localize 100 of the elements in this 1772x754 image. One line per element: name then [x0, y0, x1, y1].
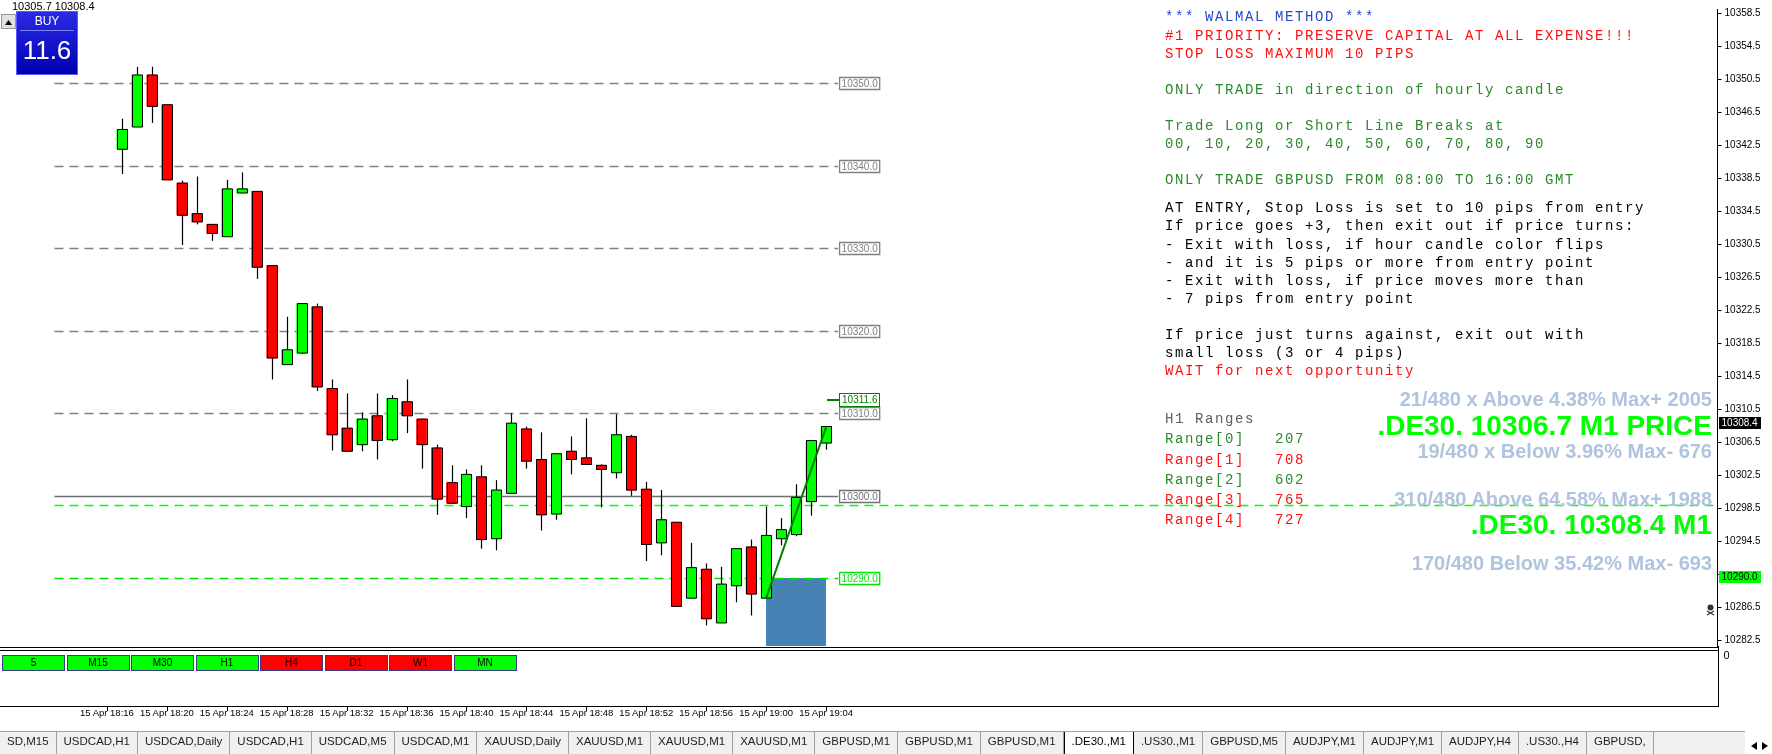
- y-tick-label: 10354.5: [1724, 39, 1762, 51]
- text: .US30.,M1: [1133, 732, 1204, 754]
- y-tick-label: 10322.5: [1724, 303, 1762, 315]
- y-tick-label: 10282.5: [1724, 633, 1762, 645]
- text: W1: [389, 655, 452, 671]
- annotation: 170/480 Below 35.42% Max- 693: [1411, 552, 1712, 574]
- ref-line-label: 10310.0: [841, 407, 879, 419]
- annotation: 10311.6: [839, 393, 881, 408]
- candlestick: [191, 175, 203, 225]
- annotation: - Exit with loss, if price moves more than: [1165, 272, 1586, 290]
- annotation: WAIT for next opportunity: [1165, 362, 1416, 380]
- annotation: - 7 pips from entry point: [1165, 290, 1416, 308]
- annotation: STOP LOSS MAXIMUM 10 PIPS: [1165, 45, 1416, 63]
- y-tick-label: 10342.5: [1724, 138, 1762, 150]
- x-tick-label: 15 Apr 18:28: [259, 707, 314, 719]
- y-tick-label: 10326.5: [1724, 270, 1762, 282]
- text: 0: [1723, 648, 1730, 663]
- annotation: ONLY TRADE in direction of hourly candle: [1165, 81, 1566, 99]
- y-tick-label: 10298.5: [1724, 501, 1762, 513]
- ref-line-label: 10300.0: [841, 490, 879, 502]
- x-tick-label: 15 Apr 18:36: [379, 707, 434, 719]
- annotation: small loss (3 or 4 pips): [1165, 344, 1406, 362]
- y-tick-label: 10302.5: [1724, 468, 1762, 480]
- text: USDCAD,M5: [311, 732, 395, 754]
- x-tick-label: 15 Apr 19:00: [739, 707, 794, 719]
- annotation: 00, 10, 20, 30, 40, 50, 60, 70, 80, 90: [1165, 135, 1546, 153]
- x-tick-label: 15 Apr 18:52: [619, 707, 674, 719]
- text: GBPUSD,M5: [1203, 732, 1286, 754]
- ref-line-label: 10290.0: [841, 572, 879, 584]
- annotation: 11.6: [21, 34, 73, 67]
- annotation: If price just turns against, exit out with: [1165, 326, 1586, 344]
- text: USDCAD,H1: [56, 732, 139, 754]
- annotation: Range[1] 708: [1165, 451, 1306, 469]
- annotation: 21/480 x Above 4.38% Max+ 2005: [1399, 388, 1712, 410]
- x-tick-label: 15 Apr 18:56: [679, 707, 734, 719]
- annotation: .DE30. 10308.4 M1: [1470, 509, 1712, 540]
- text: XAUUSD,M1: [651, 732, 734, 754]
- y-tick-label: 10310.5: [1724, 402, 1762, 414]
- text: D1: [324, 655, 388, 671]
- text: 10290.0: [1718, 571, 1761, 583]
- candlestick: [236, 171, 248, 194]
- y-tick-label: 10294.5: [1724, 534, 1762, 546]
- annotation: ONLY TRADE GBPUSD FROM 08:00 TO 16:00 GMT: [1165, 171, 1576, 189]
- ref-line-label: 10350.0: [841, 77, 879, 89]
- text: H4: [260, 655, 323, 671]
- text: GBPUSD,M1: [815, 732, 899, 754]
- text: MN: [453, 655, 517, 671]
- ref-line-label: 10330.0: [841, 242, 879, 254]
- annotation: BUY: [20, 12, 74, 31]
- x-tick-label: 15 Apr 18:20: [139, 707, 194, 719]
- text: AUDJPY,H4: [1442, 732, 1519, 754]
- text: USDCAD,M1: [394, 732, 478, 754]
- text: M30: [131, 655, 194, 671]
- text: GBPUSD,M1: [980, 732, 1064, 754]
- annotation: - Exit with loss, if hour candle color flips: [1165, 236, 1606, 254]
- x-tick-label: 15 Apr 19:04: [799, 707, 854, 719]
- annotation: Range[2] 602: [1165, 471, 1306, 489]
- text: USDCAD,H1: [230, 732, 312, 754]
- x-tick-label: 15 Apr 18:16: [79, 707, 134, 719]
- text: 10308.4: [1718, 417, 1761, 429]
- y-tick-label: 10318.5: [1724, 336, 1762, 348]
- text: GBPUSD,: [1586, 732, 1654, 754]
- y-tick-label: 10350.5: [1724, 72, 1762, 84]
- annotation: Trade Long or Short Line Breaks at: [1165, 117, 1506, 135]
- candlestick: [566, 435, 577, 475]
- annotation: *** WALMAL METHOD ***: [1165, 8, 1376, 26]
- annotation: H1 Ranges: [1165, 410, 1256, 428]
- text: USDCAD,Daily: [138, 732, 231, 754]
- y-tick-label: 10306.5: [1724, 435, 1762, 447]
- text: AUDJPY,M1: [1285, 732, 1365, 754]
- text: SD,M15: [0, 732, 57, 754]
- y-tick-label: 10358.5: [1724, 6, 1762, 18]
- candlestick: [581, 417, 592, 466]
- candlestick: [596, 463, 607, 508]
- candlestick: [775, 517, 787, 546]
- text: H1: [195, 655, 259, 671]
- ref-line-label: 10320.0: [841, 325, 879, 337]
- text: M15: [66, 655, 130, 671]
- annotation: 10305.7 10308.4: [12, 0, 95, 14]
- annotation: AT ENTRY, Stop Loss is set to 10 pips from entry: [1165, 199, 1646, 217]
- text: 5: [2, 655, 65, 671]
- y-tick-label: 10286.5: [1724, 600, 1762, 612]
- annotation: #1 PRIORITY: PRESERVE CAPITAL AT ALL EXPENSE!!!: [1165, 27, 1636, 45]
- x-tick-label: 15 Apr 18:24: [199, 707, 254, 719]
- annotation: If price goes +3, then exit out if price turns:: [1165, 217, 1636, 235]
- y-tick-label: 10334.5: [1724, 204, 1762, 216]
- ref-line-label: 10340.0: [841, 160, 879, 172]
- annotation: - and it is 5 pips or more from entry point: [1165, 254, 1596, 272]
- y-tick-label: 10338.5: [1724, 171, 1762, 183]
- x-tick-label: 15 Apr 18:48: [559, 707, 614, 719]
- x-tick-label: 15 Apr 18:32: [319, 707, 374, 719]
- annotation: Range[4] 727: [1165, 511, 1306, 529]
- annotation: 19/480 x Below 3.96% Max- 676: [1417, 440, 1712, 462]
- annotation: .DE30. 10306.7 M1 PRICE: [1377, 410, 1712, 441]
- text: GBPUSD,M1: [898, 732, 981, 754]
- annotation: Range[3] 765: [1165, 491, 1306, 509]
- y-tick-label: 10314.5: [1724, 369, 1762, 381]
- text: XAUUSD,Daily: [477, 732, 569, 754]
- annotation: Range[0] 207: [1165, 430, 1306, 448]
- buy-button: BUY 11.6: [16, 11, 78, 75]
